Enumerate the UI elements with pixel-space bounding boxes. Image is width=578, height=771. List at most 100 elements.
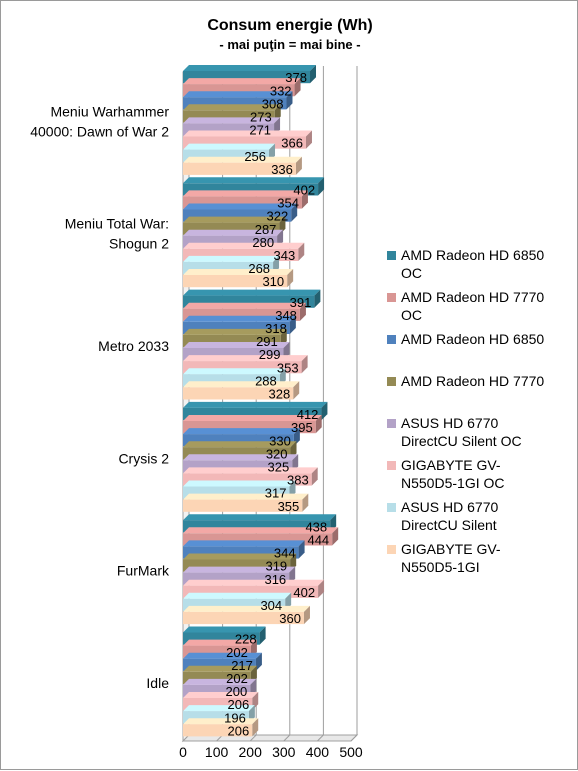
data-label: 328: [269, 387, 291, 402]
bar-top: [183, 454, 299, 461]
bar-top: [183, 289, 321, 296]
bar-front: [183, 162, 296, 175]
bar: [183, 605, 310, 625]
bar-top: [183, 467, 318, 474]
category-label: Meniu Warhammer: [50, 103, 169, 119]
data-label: 256: [244, 149, 266, 164]
bar-end: [294, 78, 301, 97]
legend-swatch: [387, 293, 396, 302]
bar: [183, 156, 302, 175]
bar-top: [183, 104, 281, 111]
legend-swatch: [387, 461, 396, 470]
bar-top: [183, 652, 262, 659]
data-label: 202: [226, 645, 248, 660]
data-label: 318: [265, 321, 287, 336]
legend-label: OC: [401, 265, 422, 281]
bar-end: [318, 579, 325, 598]
bar: [183, 493, 309, 512]
legend-swatch: [387, 335, 396, 344]
data-label: 206: [228, 697, 250, 712]
x-tick-labels: 0 100 200 300 400 500: [179, 744, 363, 760]
bar-top: [183, 692, 259, 698]
bar-top: [183, 605, 310, 612]
x-tick-label: 300: [272, 744, 296, 760]
bar-top: [183, 514, 337, 521]
data-label: 360: [279, 611, 301, 626]
bar-front: [183, 724, 253, 737]
x-tick-label: 100: [205, 744, 229, 760]
bar-end: [252, 718, 259, 737]
data-label: 319: [265, 559, 287, 574]
bar-top: [183, 527, 339, 534]
bar-top: [183, 540, 305, 547]
data-label: 280: [252, 235, 274, 250]
data-label: 310: [262, 274, 284, 289]
bars: [183, 65, 339, 737]
legend-item: GIGABYTE GV- N550D5-1GI: [387, 541, 501, 575]
bar-end: [298, 242, 305, 261]
legend: AMD Radeon HD 6850 OC AMD Radeon HD 7770 OC…: [387, 247, 544, 575]
data-label: 336: [271, 162, 293, 177]
data-label: 200: [225, 684, 247, 699]
data-label: 316: [264, 572, 286, 587]
bar-end: [301, 190, 308, 209]
bar-top: [183, 678, 257, 685]
bar-front: [183, 387, 294, 400]
legend-label: ASUS HD 6770: [401, 499, 498, 515]
bar-top: [183, 368, 286, 375]
bar-top: [183, 255, 280, 262]
bar-top: [183, 441, 297, 448]
bar-end: [305, 130, 312, 149]
legend-label: AMD Radeon HD 6850: [401, 331, 544, 347]
bar-top: [183, 415, 322, 421]
gridline-floor: [249, 734, 257, 742]
bar-top: [183, 718, 259, 725]
bar: [183, 381, 300, 400]
legend-item: AMD Radeon HD 6850 OC: [387, 247, 544, 281]
data-label: 202: [226, 671, 248, 686]
bar-front: [183, 499, 303, 512]
legend-swatch: [387, 419, 396, 428]
gridline-floor: [283, 734, 291, 742]
legend-item: GIGABYTE GV- N550D5-1GI OC: [387, 457, 504, 491]
data-label: 383: [287, 473, 309, 488]
legend-label: DirectCU Silent: [401, 517, 497, 533]
legend-label: GIGABYTE GV-: [401, 541, 501, 557]
data-label: 332: [270, 83, 292, 98]
data-label: 343: [274, 248, 296, 263]
legend-label: AMD Radeon HD 6850: [401, 247, 544, 263]
legend-label: N550D5-1GI: [401, 559, 480, 575]
bar-top: [183, 566, 296, 573]
legend-label: AMD Radeon HD 7770: [401, 289, 544, 305]
data-label: 206: [228, 723, 250, 738]
bar-end: [303, 605, 310, 625]
bar-top: [183, 381, 300, 388]
category-label: Shogun 2: [109, 236, 169, 252]
data-label: 438: [305, 519, 327, 534]
legend-item: ASUS HD 6770 DirectCU Silent: [387, 499, 498, 533]
data-labels: 3783323082732713662563364023543222872803…: [224, 70, 329, 738]
legend-item: AMD Radeon HD 7770: [387, 373, 544, 389]
bar-end: [298, 540, 305, 559]
data-label: 391: [290, 295, 312, 310]
data-label: 271: [249, 123, 271, 138]
data-label: 320: [266, 446, 288, 461]
data-label: 325: [267, 460, 289, 475]
legend-label: GIGABYTE GV-: [401, 457, 501, 473]
bar-top: [183, 592, 292, 599]
legend-swatch: [387, 503, 396, 512]
legend-label: DirectCU Silent OC: [401, 433, 522, 449]
bar-top: [183, 117, 281, 124]
data-label: 217: [231, 658, 253, 673]
bar-top: [183, 342, 290, 348]
bar-end: [311, 467, 318, 486]
data-label: 402: [293, 585, 315, 600]
bar-top: [183, 579, 325, 586]
legend-label: ASUS HD 6770: [401, 415, 498, 431]
bar-end: [310, 65, 317, 84]
x-tick-label: 400: [306, 744, 330, 760]
bar-end: [318, 177, 325, 196]
chart-title: Consum energie (Wh): [207, 17, 372, 34]
